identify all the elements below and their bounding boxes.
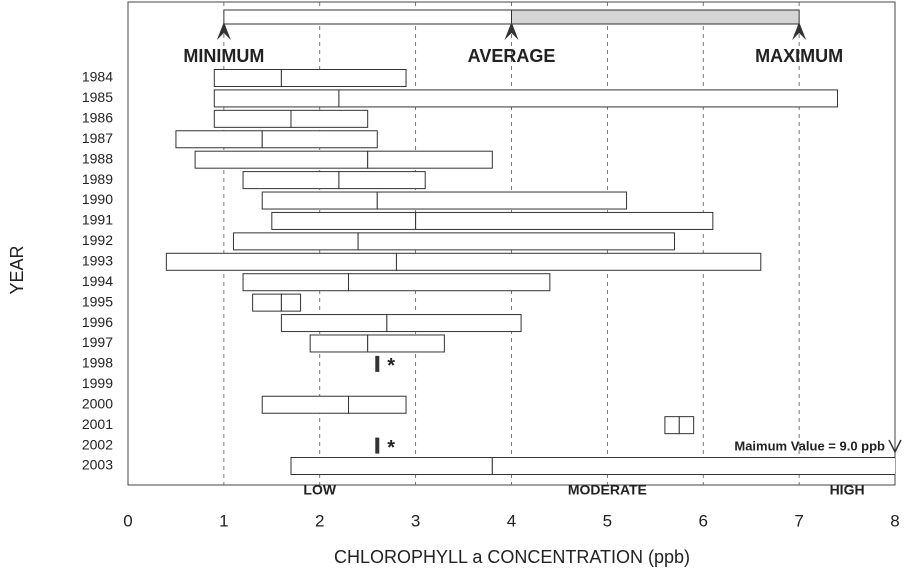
- y-tick-label: 1993: [82, 252, 113, 268]
- bar-lower: [175, 130, 263, 149]
- legend-label: MAXIMUM: [755, 46, 843, 66]
- bar-upper: [678, 416, 695, 435]
- y-tick-label: 1996: [82, 314, 113, 330]
- plot-area: [165, 2, 895, 485]
- y-tick-label: 1986: [82, 110, 113, 126]
- bar-lower: [252, 293, 282, 312]
- bar-lower: [232, 232, 359, 251]
- x-tick-label: 0: [123, 511, 132, 530]
- bar-lower: [165, 252, 397, 271]
- y-tick-label: 1989: [82, 171, 113, 187]
- bar-upper: [261, 130, 378, 149]
- y-tick-label: 1998: [82, 355, 113, 371]
- legend-bar: [223, 9, 512, 25]
- single-value-mark: [375, 355, 380, 372]
- y-tick-label: 1992: [82, 232, 113, 248]
- bar-upper: [338, 171, 426, 190]
- y-tick-label: 1984: [82, 69, 113, 85]
- legend-arrow: [216, 22, 231, 40]
- x-tick-label: 6: [699, 511, 708, 530]
- legend-arrow: [792, 22, 807, 40]
- y-tick-label: 1994: [82, 273, 113, 289]
- bar-upper: [348, 273, 551, 292]
- bar-lower: [213, 89, 340, 108]
- y-tick-label: 1990: [82, 191, 113, 207]
- legend-arrow: [504, 22, 519, 40]
- y-tick-label: 1985: [82, 89, 113, 105]
- annotation: Maimum Value = 9.0 ppb: [734, 438, 885, 453]
- bar-upper: [491, 457, 895, 475]
- bar-lower: [280, 314, 388, 333]
- y-tick-label: 1991: [82, 212, 113, 228]
- bar-upper: [367, 334, 445, 353]
- x-tick-label: 5: [603, 511, 612, 530]
- bar-lower: [261, 395, 350, 414]
- bar-upper: [415, 211, 714, 230]
- y-tick-label: 2003: [82, 457, 113, 473]
- zone-label: MODERATE: [568, 482, 647, 498]
- bar-upper: [290, 109, 369, 128]
- y-tick-label: 1987: [82, 130, 113, 146]
- y-tick-label: 1997: [82, 334, 113, 350]
- zone-label: HIGH: [830, 482, 865, 498]
- bar-upper: [395, 252, 762, 271]
- bar-upper: [280, 69, 407, 87]
- zone-label: LOW: [303, 482, 336, 498]
- x-tick-label: 4: [507, 511, 516, 530]
- legend-label: AVERAGE: [468, 46, 556, 66]
- y-tick-label: 1988: [82, 150, 113, 166]
- legend-bar: [511, 9, 800, 25]
- y-tick-label: 2002: [82, 436, 113, 452]
- bar-upper: [357, 232, 675, 251]
- y-axis-title: YEAR: [7, 245, 27, 294]
- bar-lower: [242, 273, 350, 292]
- marker: *: [387, 437, 395, 459]
- x-axis-title: CHLOROPHYLL a CONCENTRATION (ppb): [334, 547, 690, 567]
- x-tick-label: 2: [315, 511, 324, 530]
- bar-lower: [213, 109, 292, 128]
- bar-lower: [213, 69, 282, 87]
- bar-lower: [194, 150, 369, 169]
- bar-upper: [348, 395, 407, 414]
- bar-lower: [664, 416, 680, 435]
- single-value-mark: [375, 437, 380, 454]
- bar-upper: [338, 89, 838, 108]
- bar-upper: [376, 191, 628, 210]
- y-tick-label: 2000: [82, 395, 113, 411]
- x-tick-label: 8: [890, 511, 899, 530]
- bar-lower: [242, 171, 340, 190]
- legend-label: MINIMUM: [183, 46, 264, 66]
- bar-lower: [309, 334, 369, 353]
- x-tick-label: 7: [794, 511, 803, 530]
- bar-upper: [280, 293, 302, 312]
- marker: *: [387, 355, 395, 377]
- bar-lower: [261, 191, 378, 210]
- y-tick-label: 2001: [82, 416, 113, 432]
- bar-lower: [290, 457, 493, 475]
- x-tick-label: 1: [219, 511, 228, 530]
- annotation-arrow: [888, 439, 902, 454]
- bar-upper: [367, 150, 493, 169]
- bar-upper: [386, 314, 522, 333]
- y-tick-label: 1995: [82, 293, 113, 309]
- x-tick-label: 3: [411, 511, 420, 530]
- y-tick-label: 1999: [82, 375, 113, 391]
- bar-lower: [271, 211, 417, 230]
